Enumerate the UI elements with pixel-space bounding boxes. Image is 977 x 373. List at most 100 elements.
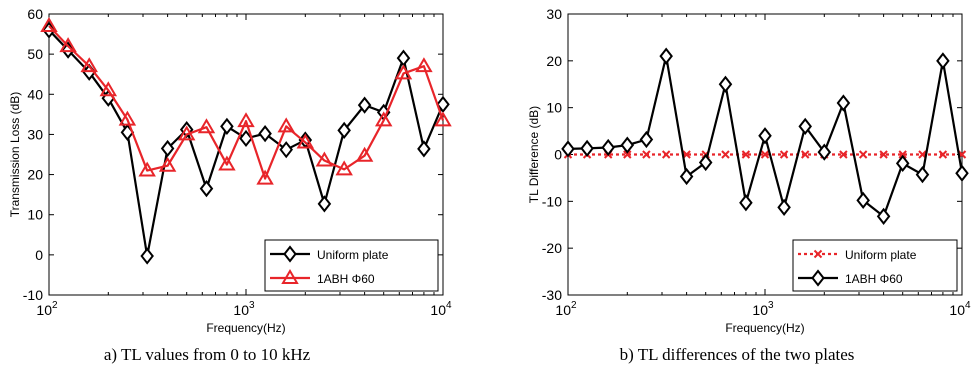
left-legend-label: 1ABH Φ60 xyxy=(317,272,375,286)
left-data-point xyxy=(357,96,372,114)
right-data-point xyxy=(642,150,651,159)
left-data-point xyxy=(396,49,411,67)
left-y-tick-label: 0 xyxy=(35,247,43,263)
right-y-tick-label: -10 xyxy=(542,193,562,209)
left-data-point xyxy=(220,117,234,136)
left-data-point xyxy=(434,111,452,127)
left-legend-label: Uniform plate xyxy=(317,248,389,262)
right-data-point xyxy=(758,127,772,145)
left-y-tick-label: -10 xyxy=(23,287,43,303)
left-y-tick-label: 40 xyxy=(27,86,43,102)
right-data-point xyxy=(580,139,594,158)
right-data-point xyxy=(798,117,812,136)
right-data-point xyxy=(936,52,950,70)
left-legend-marker xyxy=(281,269,299,284)
right-y-tick-label: -30 xyxy=(542,287,562,303)
right-data-point xyxy=(879,150,888,159)
left-data-point xyxy=(160,139,175,158)
left-x-tick-label: 102 xyxy=(36,300,58,318)
right-data-point xyxy=(661,150,671,159)
right-legend-label: Uniform plate xyxy=(845,248,917,262)
left-data-point xyxy=(296,133,315,149)
left-data-point xyxy=(394,64,413,80)
left-data-point xyxy=(99,81,118,97)
left-data-point xyxy=(40,17,58,33)
right-y-axis-label: TL Difference (dB) xyxy=(527,106,541,203)
left-data-point xyxy=(158,156,177,172)
right-legend-label: 1ABH Φ60 xyxy=(845,272,903,286)
left-data-point xyxy=(355,146,374,162)
right-x-tick-label: 104 xyxy=(949,300,971,318)
right-x-tick-label: 103 xyxy=(752,300,774,318)
right-data-point xyxy=(721,150,730,159)
right-x-axis-label: Frequency(Hz) xyxy=(725,321,804,335)
left-y-tick-label: 50 xyxy=(27,46,43,62)
right-data-point xyxy=(620,136,635,154)
left-data-point xyxy=(59,37,77,53)
right-data-point xyxy=(801,150,810,159)
left-data-point xyxy=(237,112,255,128)
right-data-point xyxy=(839,150,848,159)
left-data-point xyxy=(197,118,216,134)
left-y-tick-label: 10 xyxy=(27,207,43,223)
right-data-point xyxy=(741,150,751,159)
left-data-point xyxy=(277,117,295,133)
right-data-point xyxy=(858,150,868,159)
left-x-axis-label: Frequency(Hz) xyxy=(206,321,285,335)
left-data-point xyxy=(374,111,393,127)
right-y-tick-label: 0 xyxy=(554,147,562,163)
right-data-point xyxy=(817,143,832,161)
left-series-line-2 xyxy=(48,25,445,180)
right-data-point xyxy=(760,150,770,159)
right-data-point xyxy=(895,154,910,173)
right-data-point xyxy=(898,150,907,159)
left-data-point xyxy=(417,140,431,158)
right-data-point xyxy=(955,164,969,182)
right-data-point xyxy=(718,75,733,93)
caption-left: a) TL values from 0 to 10 kHz xyxy=(103,345,311,364)
right-data-point xyxy=(601,138,615,157)
left-y-tick-label: 20 xyxy=(27,167,43,183)
left-y-tick-label: 30 xyxy=(27,126,43,142)
right-data-point xyxy=(876,207,891,225)
left-data-point xyxy=(80,57,98,73)
left-data-point xyxy=(177,125,196,141)
right-legend-marker xyxy=(813,249,823,259)
right-data-point xyxy=(915,166,930,184)
right-y-tick-label: 20 xyxy=(546,53,562,69)
left-data-point xyxy=(138,161,156,177)
right-data-point xyxy=(639,130,654,149)
left-data-point xyxy=(335,160,353,176)
left-data-point xyxy=(436,95,450,113)
left-data-point xyxy=(239,129,253,148)
right-data-point xyxy=(561,140,575,158)
left-data-point xyxy=(317,195,332,213)
left-data-point xyxy=(315,151,334,167)
right-data-point xyxy=(856,191,870,210)
left-x-tick-label: 103 xyxy=(233,300,255,318)
left-data-point xyxy=(279,141,293,159)
tl-values-chart: 102 103 104 -10 0 10 20 30 40 50 60 Frequency(Hz) Tr… xyxy=(8,6,452,335)
left-data-point xyxy=(258,125,272,143)
right-data-point xyxy=(938,150,948,159)
left-y-tick-label: 60 xyxy=(27,6,43,22)
right-data-point xyxy=(739,194,753,212)
right-data-point xyxy=(698,153,713,172)
left-y-axis-label: Transmission Loss (dB) xyxy=(8,92,22,218)
right-data-point xyxy=(659,47,673,65)
left-data-point xyxy=(415,57,433,73)
right-legend-marker xyxy=(811,269,825,287)
right-y-tick-label: 10 xyxy=(546,100,562,116)
right-data-point xyxy=(836,94,851,112)
right-y-tick-label: 30 xyxy=(546,6,562,22)
tl-difference-chart: 102 103 104 -30 -20 -10 0 10 20 30 Frequency(Hz) TL… xyxy=(527,6,971,335)
caption-right: b) TL differences of the two plates xyxy=(619,345,855,364)
left-legend-marker xyxy=(283,245,297,263)
right-data-point xyxy=(679,167,694,186)
right-data-point xyxy=(779,150,789,159)
left-data-point xyxy=(140,247,154,265)
right-x-tick-label: 102 xyxy=(555,300,577,318)
left-data-point xyxy=(218,155,236,171)
left-data-point xyxy=(337,121,351,140)
right-data-point xyxy=(623,150,632,159)
